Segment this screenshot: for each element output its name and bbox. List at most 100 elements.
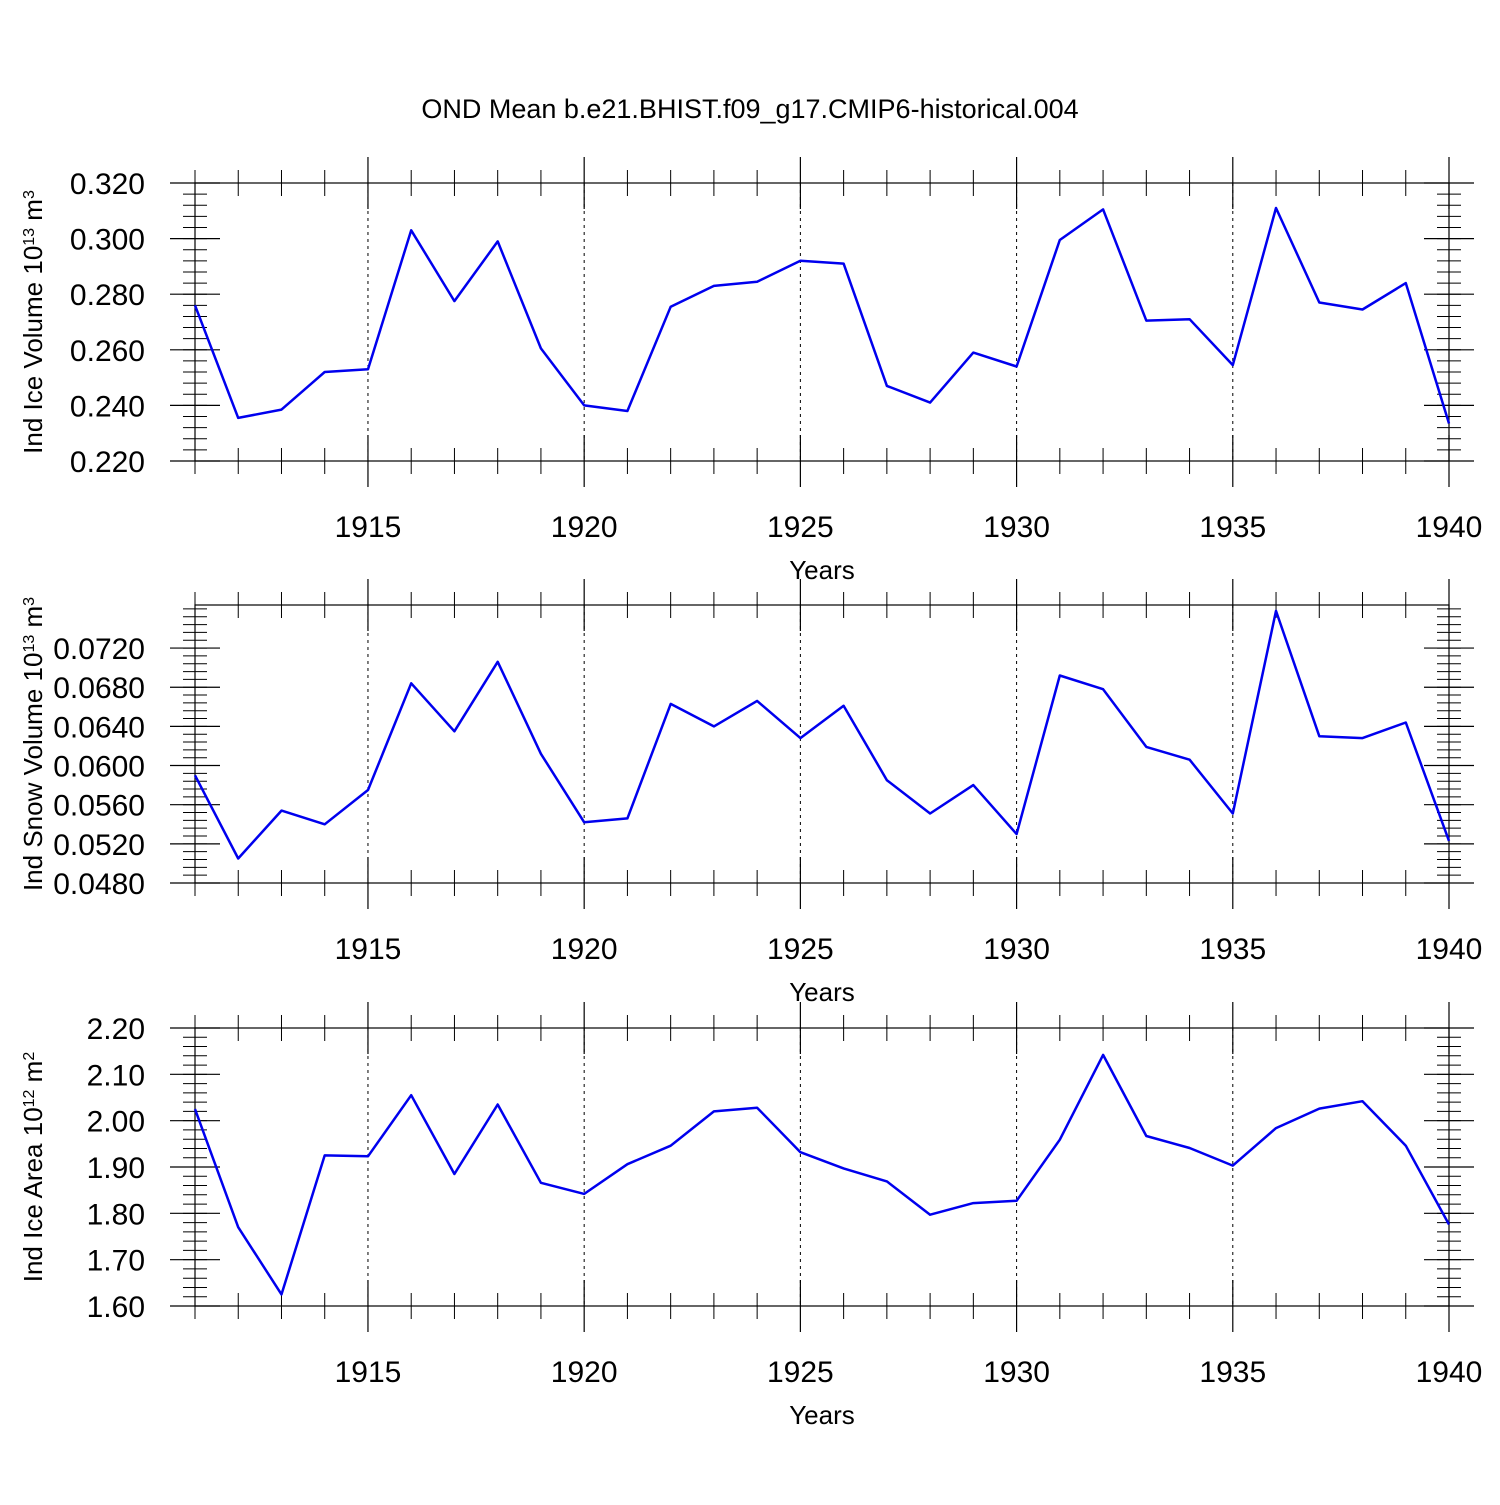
data-point [452, 1172, 456, 1176]
data-point [1317, 301, 1321, 305]
data-point [236, 1225, 240, 1229]
data-point [1101, 1053, 1105, 1057]
data-point [323, 370, 327, 374]
data-point [279, 809, 283, 813]
x-tick-label: 1915 [335, 933, 402, 966]
data-point [755, 280, 759, 284]
data-point [1361, 1099, 1365, 1103]
data-point [1274, 609, 1278, 613]
data-point [236, 857, 240, 861]
data-point [236, 416, 240, 420]
x-tick-label: 1940 [1416, 511, 1483, 544]
chart-panel-ice-volume: 0.220 0.240 0.260 0.280 0.300 0.320 1915 1920 19… [18, 157, 1482, 585]
x-tick-label: 1935 [1199, 933, 1266, 966]
data-point [1015, 364, 1019, 368]
x-tick-label: 1935 [1199, 511, 1266, 544]
data-point [582, 1192, 586, 1196]
data-point [1404, 1144, 1408, 1148]
data-point [712, 724, 716, 728]
data-point [798, 259, 802, 263]
x-tick-label: 1915 [335, 1356, 402, 1389]
data-point [539, 1181, 543, 1185]
x-tick-label: 1940 [1416, 1356, 1483, 1389]
y-tick-label: 1.60 [87, 1291, 145, 1324]
y-tick-label: 0.0520 [53, 829, 145, 862]
x-axis-label: Years [789, 555, 855, 585]
y-tick-label: 0.0680 [53, 672, 145, 705]
data-point [1274, 1126, 1278, 1130]
data-point [1231, 1164, 1235, 1168]
data-point [1188, 1146, 1192, 1150]
x-tick-label: 1920 [551, 1356, 618, 1389]
data-point [971, 1201, 975, 1205]
data-point [885, 1179, 889, 1183]
data-point [971, 783, 975, 787]
data-point [366, 367, 370, 371]
data-point [496, 239, 500, 243]
y-axis-label: Ind Ice Area 1012 m2 [18, 1052, 48, 1283]
data-point [452, 729, 456, 733]
y-tick-label: 0.300 [70, 224, 145, 257]
data-point [798, 736, 802, 740]
y-tick-label: 0.0560 [53, 790, 145, 823]
y-tick-label: 1.80 [87, 1198, 145, 1231]
data-point [1058, 673, 1062, 677]
data-point [323, 1153, 327, 1157]
x-tick-label: 1930 [983, 933, 1050, 966]
y-tick-label: 1.70 [87, 1245, 145, 1278]
data-point [1231, 812, 1235, 816]
data-point [366, 1154, 370, 1158]
data-point [1317, 734, 1321, 738]
data-point [1231, 363, 1235, 367]
data-point [193, 303, 197, 307]
x-tick-label: 1930 [983, 511, 1050, 544]
y-tick-label: 0.220 [70, 446, 145, 479]
data-point [1317, 1107, 1321, 1111]
data-point [669, 1144, 673, 1148]
data-point [625, 409, 629, 413]
data-point [1015, 832, 1019, 836]
x-tick-label: 1920 [551, 511, 618, 544]
data-point [582, 403, 586, 407]
data-point [279, 1292, 283, 1296]
data-point [1404, 281, 1408, 285]
x-tick-label: 1930 [983, 1356, 1050, 1389]
data-point [366, 788, 370, 792]
data-point [452, 299, 456, 303]
data-point [669, 702, 673, 706]
y-tick-label: 2.00 [87, 1106, 145, 1139]
data-point [1404, 720, 1408, 724]
data-point [1447, 421, 1451, 425]
data-point [625, 816, 629, 820]
data-point [798, 1150, 802, 1154]
y-tick-label: 0.280 [70, 279, 145, 312]
data-point [1015, 1199, 1019, 1203]
data-point [323, 822, 327, 826]
data-point [1361, 307, 1365, 311]
data-point [842, 704, 846, 708]
x-tick-label: 1940 [1416, 933, 1483, 966]
data-point [1101, 207, 1105, 211]
y-tick-label: 2.20 [87, 1013, 145, 1046]
y-tick-label: 1.90 [87, 1152, 145, 1185]
x-tick-label: 1935 [1199, 1356, 1266, 1389]
data-point [409, 228, 413, 232]
data-series-line [193, 1053, 1451, 1296]
x-axis-label: Years [789, 1400, 855, 1430]
data-point [625, 1162, 629, 1166]
data-point [1188, 317, 1192, 321]
data-point [1274, 206, 1278, 210]
y-tick-label: 0.0640 [53, 711, 145, 744]
data-point [279, 408, 283, 412]
chart-title: OND Mean b.e21.BHIST.f09_g17.CMIP6-histo… [421, 94, 1078, 124]
data-point [1144, 745, 1148, 749]
data-series-line [193, 609, 1451, 860]
data-point [539, 346, 543, 350]
data-point [1361, 736, 1365, 740]
data-point [1058, 238, 1062, 242]
data-point [712, 1109, 716, 1113]
data-point [669, 305, 673, 309]
data-point [193, 773, 197, 777]
data-point [842, 1166, 846, 1170]
data-point [971, 351, 975, 355]
